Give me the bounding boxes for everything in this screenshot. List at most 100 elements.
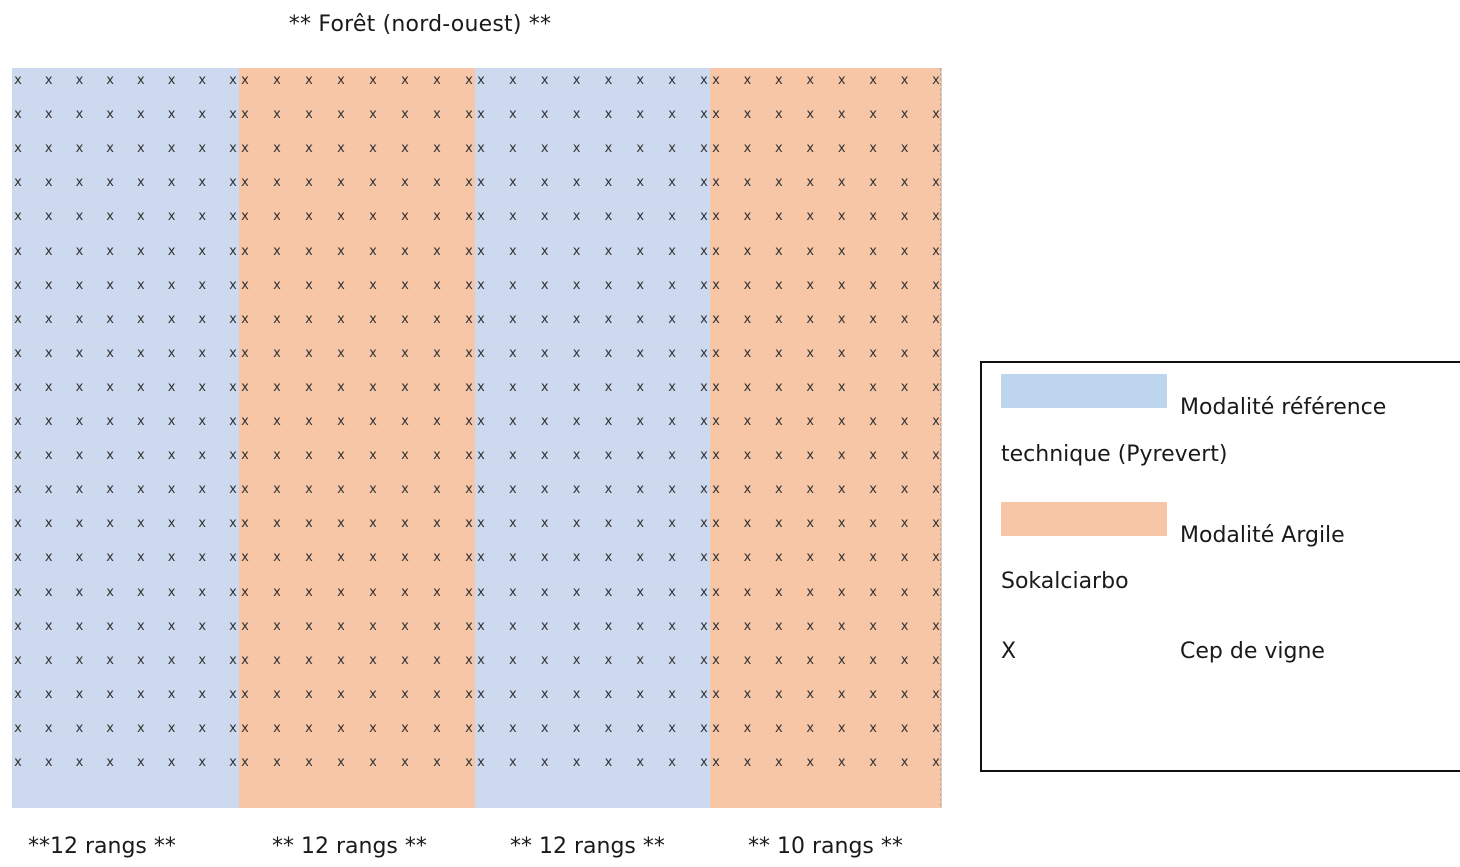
vine-mark: x [369,414,377,429]
vine-mark: x [136,482,145,498]
vine-mark: x [305,448,313,464]
vine-mark: x [508,379,517,395]
vine-mark: x [465,448,473,464]
vine-mark: x [465,755,473,770]
vine-mark: x [401,482,409,498]
strip-rows-label-4: ** 10 rangs ** [748,834,903,859]
vine-mark: x [167,311,176,327]
vine-mark: x [700,686,708,702]
vine-mark: x [167,175,176,191]
legend-argile-line1: Modalité Argile [1180,523,1345,548]
vine-mark: x [806,73,815,88]
vine-mark: x [806,414,815,429]
vine-mark: x [14,720,22,736]
vine-mark: x [932,141,940,157]
vine-mark: x [869,448,877,464]
vine-mark: x [198,243,207,259]
vine-mark: x [401,107,409,123]
vine-mark: x [136,755,145,770]
vine-mark: x [305,755,313,770]
vine-mark: x [305,73,313,88]
vine-mark: x [229,311,237,327]
vine-mark: x [229,550,237,566]
vine-mark: x [273,686,281,702]
vine-mark: x [167,379,176,395]
vine-mark: x [774,107,783,123]
vine-mark: x [198,550,207,566]
vine-mark: x [44,652,53,668]
vine-mark: x [401,516,409,532]
vine-mark: x [167,277,176,293]
vine-mark: x [14,107,22,123]
vine-mark: x [869,550,877,566]
vineyard-plot: x x x x x x x x x x x x x x x x x x x x x x x x x x x x x x x x x x x x x x x x… [12,68,942,808]
vine-mark: x [869,141,877,157]
vine-mark: x [900,448,909,464]
strip-reference-2 [475,68,710,808]
vine-mark: x [106,141,114,157]
vine-mark: x [743,686,752,702]
vine-mark: x [337,73,345,88]
vine-mark: x [712,652,720,668]
vine-mark: x [572,345,581,361]
vine-mark: x [508,311,517,327]
vine-mark: x [241,73,249,88]
vine-mark: x [75,652,84,668]
vine-mark: x [14,277,22,293]
vine-mark: x [106,107,114,123]
vine-mark: x [540,618,549,634]
vine-mark: x [508,448,517,464]
vine-mark: x [433,209,441,225]
vine-mark: x [636,311,645,327]
vine-mark: x [136,550,145,566]
vine-mark: x [932,755,940,770]
vine-mark: x [106,379,114,395]
vine-mark: x [743,277,752,293]
vine-mark: x [668,107,676,123]
vine-mark: x [433,277,441,293]
vine-mark: x [44,379,53,395]
vine-mark: x [932,243,940,259]
vine-mark: x [305,175,313,191]
vine-mark: x [604,141,613,157]
vine-mark: x [869,345,877,361]
vine-mark: x [44,243,53,259]
vine-mark: x [136,345,145,361]
vine-mark: x [401,720,409,736]
vine-mark: x [743,720,752,736]
vine-mark: x [900,550,909,566]
vine-mark: x [273,720,281,736]
vine-mark: x [636,550,645,566]
vine-mark: x [932,175,940,191]
vine-mark: x [136,311,145,327]
legend-swatch-argile [1001,502,1167,536]
vine-mark: x [932,107,940,123]
vine-mark: x [167,720,176,736]
vine-mark: x [44,516,53,532]
vine-mark: x [198,209,207,225]
vine-mark: x [837,686,846,702]
vine-mark: x [932,379,940,395]
vine-mark: x [229,686,237,702]
vine-mark: x [700,141,708,157]
vine-mark: x [401,175,409,191]
vine-mark: x [700,448,708,464]
vine-mark: x [900,379,909,395]
vine-mark: x [44,311,53,327]
vine-mark: x [75,755,84,770]
vine-mark: x [167,141,176,157]
vine-mark: x [369,448,377,464]
vine-mark: x [229,73,237,88]
legend-box: Modalité référence technique (Pyrevert) … [980,361,1460,772]
vine-mark: x [241,482,249,498]
vine-mark: x [700,516,708,532]
vine-mark: x [572,141,581,157]
vine-mark: x [636,379,645,395]
vine-mark: x [273,379,281,395]
vine-mark: x [401,448,409,464]
vine-mark: x [465,277,473,293]
vine-mark: x [508,584,517,600]
vine-mark: x [572,686,581,702]
vine-mark: x [229,755,237,770]
vine-mark: x [305,720,313,736]
